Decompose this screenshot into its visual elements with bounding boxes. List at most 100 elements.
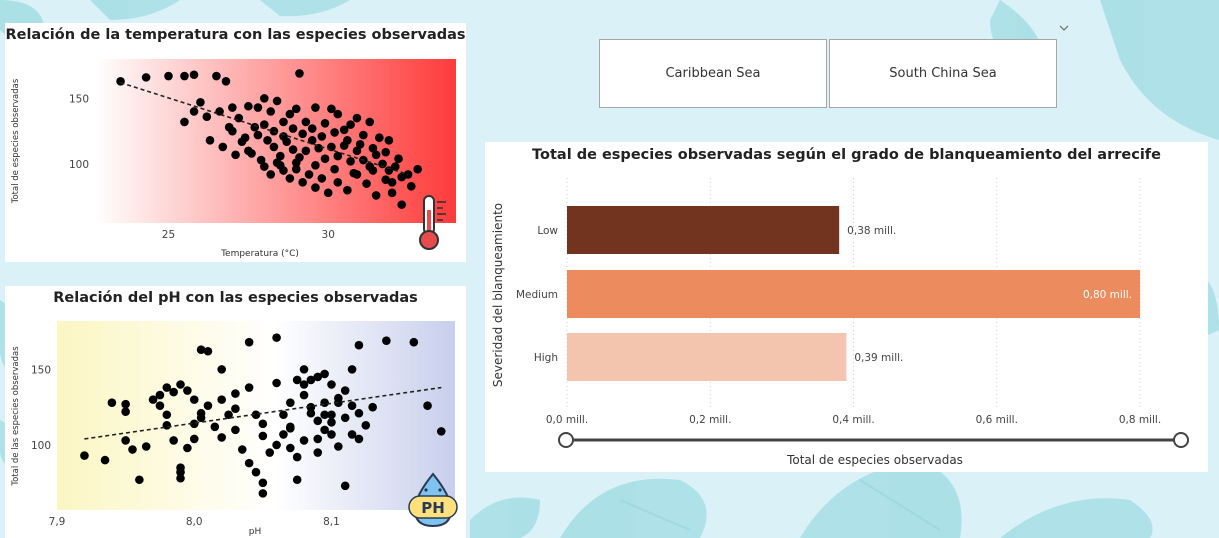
- slicer-option-caribbean-sea[interactable]: Caribbean Sea: [599, 39, 827, 108]
- scatter-point: [202, 112, 212, 122]
- scatter-point: [279, 117, 288, 127]
- x-tick-label: 30: [322, 229, 335, 241]
- scatter-point: [323, 188, 333, 198]
- scatter-point: [346, 120, 355, 129]
- scatter-point: [256, 155, 266, 165]
- scatter-point: [371, 191, 381, 200]
- scatter-point: [196, 413, 206, 423]
- scatter-point: [368, 166, 378, 175]
- scatter-point: [258, 478, 268, 488]
- scatter-point: [279, 430, 288, 439]
- scatter-point: [265, 448, 275, 457]
- scatter-point: [330, 128, 339, 137]
- y-axis-ticks: 100 150: [31, 364, 51, 452]
- x-tick-label: 25: [162, 229, 175, 241]
- scatter-point: [275, 160, 285, 170]
- scatter-point: [169, 436, 178, 445]
- scatter-point: [279, 410, 288, 420]
- data-label: 0,80 mill.: [1083, 289, 1132, 301]
- slicer-option-south-china-sea[interactable]: South China Sea: [829, 39, 1057, 108]
- scatter-point: [272, 96, 282, 106]
- scatter-point: [327, 430, 336, 439]
- x-tick-label: 0,8 mill.: [1119, 414, 1161, 426]
- scatter-point: [334, 442, 343, 451]
- ph-drop-icon: PH: [408, 472, 458, 528]
- scatter-point: [301, 146, 311, 156]
- category-label: Low: [537, 225, 558, 237]
- scatter-point: [275, 151, 285, 161]
- scatter-point: [340, 413, 350, 423]
- scatter-point: [251, 467, 261, 477]
- ph-scatter-card: Relación del pH con las especies observa…: [5, 286, 466, 538]
- x-tick-label: 8,0: [186, 516, 203, 528]
- range-slider[interactable]: [558, 432, 1189, 448]
- scatter-point: [253, 103, 263, 112]
- scatter-point: [347, 401, 357, 410]
- scatter-point: [231, 150, 240, 160]
- scatter-point: [423, 401, 432, 410]
- scatter-point: [382, 336, 391, 345]
- chart-title: Total de especies observadas según el gr…: [532, 147, 1161, 163]
- scatter-point: [368, 402, 377, 412]
- scatter-point: [320, 154, 330, 164]
- scatter-point: [292, 375, 302, 385]
- scatter-point: [343, 136, 352, 145]
- scatter-point: [155, 401, 165, 410]
- scatter-point: [148, 395, 158, 404]
- scatter-point: [217, 395, 226, 404]
- temperature-scatter-card: Relación de la temperatura con las espec…: [5, 23, 466, 262]
- scatter-point: [169, 387, 178, 397]
- range-slider-handle-start[interactable]: [558, 432, 574, 448]
- chart-title: Relación de la temperatura con las espec…: [5, 27, 466, 43]
- y-tick-label: 100: [31, 440, 51, 452]
- scatter-point: [406, 181, 416, 191]
- scatter-point: [384, 136, 394, 145]
- scatter-point: [343, 185, 352, 195]
- scatter-point: [162, 410, 172, 420]
- slicer-option-label: South China Sea: [889, 66, 997, 81]
- bar-medium[interactable]: [567, 270, 1140, 318]
- data-label: 0,39 mill.: [854, 352, 903, 364]
- scatter-point: [391, 162, 400, 171]
- scatter-point: [317, 174, 327, 183]
- scatter-point: [135, 475, 144, 485]
- scatter-point: [340, 386, 350, 395]
- range-slider-handle-end[interactable]: [1173, 432, 1189, 448]
- bar-high[interactable]: [567, 333, 847, 381]
- scatter-point: [180, 117, 189, 127]
- scatter-point: [365, 117, 375, 127]
- scatter-point: [306, 408, 316, 418]
- scatter-point: [176, 473, 185, 483]
- scatter-point: [244, 458, 254, 468]
- chevron-down-icon[interactable]: [1057, 21, 1071, 35]
- scatter-point: [339, 125, 349, 135]
- scatter-points: [80, 333, 446, 498]
- scatter-point: [258, 431, 268, 441]
- scatter-point: [162, 383, 172, 392]
- scatter-point: [288, 124, 298, 133]
- x-axis-label: Total de especies observadas: [786, 453, 963, 467]
- scatter-point: [355, 139, 365, 149]
- y-axis-ticks: 100 150: [69, 93, 89, 171]
- slicer-option-label: Caribbean Sea: [665, 66, 761, 81]
- scatter-point: [260, 94, 269, 103]
- scatter-point: [306, 402, 316, 412]
- y-tick-label: 150: [69, 93, 89, 105]
- scatter-point: [362, 179, 371, 188]
- scatter-point: [301, 117, 311, 127]
- scatter-point: [330, 164, 339, 174]
- scatter-point: [327, 380, 336, 389]
- scatter-point: [269, 142, 279, 152]
- scatter-point: [299, 380, 309, 389]
- scatter-point: [381, 147, 391, 157]
- scatter-point: [298, 129, 307, 139]
- scatter-point: [224, 410, 233, 420]
- bar-low[interactable]: [567, 206, 840, 254]
- scatter-point: [121, 407, 130, 417]
- scatter-point: [180, 71, 189, 81]
- scatter-point: [354, 434, 364, 444]
- scatter-point: [196, 345, 206, 355]
- scatter-point: [263, 136, 272, 145]
- scatter-point: [100, 455, 110, 465]
- scatter-point: [217, 433, 226, 442]
